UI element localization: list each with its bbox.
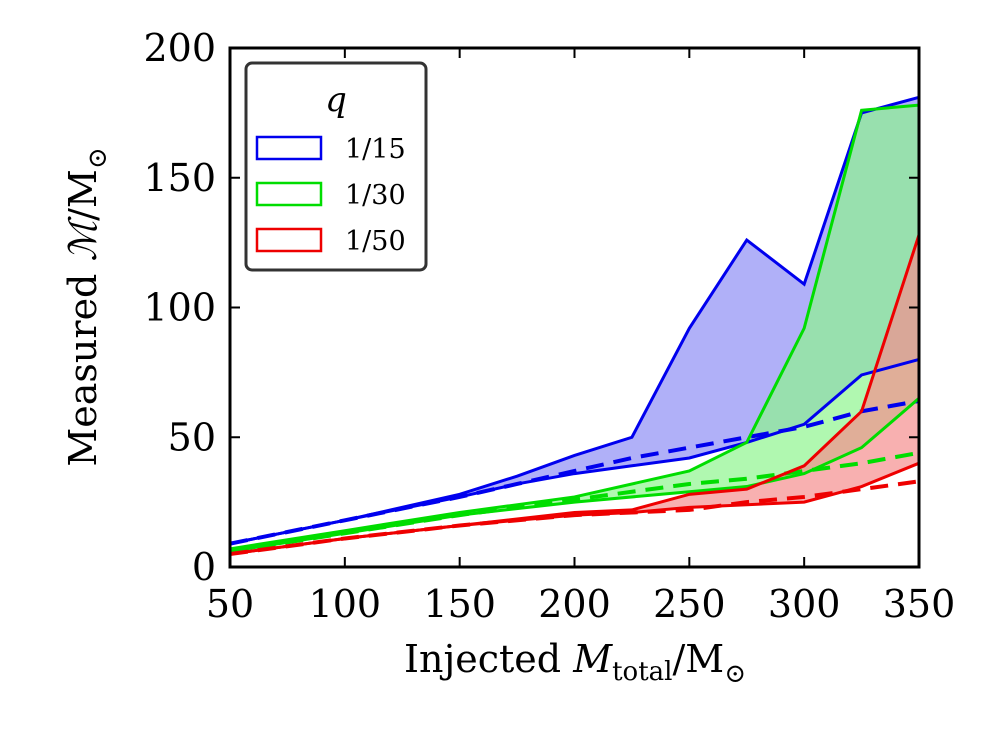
legend: q 1/15 1/30 1/50 [244,61,428,272]
series-0-median-line [230,398,919,546]
series-2-median-line [230,479,919,557]
x-tick-label: 150 [423,582,496,626]
series-1-upper-line [230,103,919,551]
y-axis-label-var: ℳ [61,216,105,262]
legend-title: q [325,80,347,120]
series-0-lower-line [230,357,919,546]
x-tick-label: 250 [653,582,726,626]
legend-swatch [255,227,323,253]
x-tick-label: 100 [309,582,382,626]
x-axis-label-unit-sub: ⊙ [724,659,746,689]
x-tick-label: 50 [206,582,254,626]
x-axis-label-unit: /M [672,637,724,681]
legend-label: 1/30 [345,180,406,211]
x-tick-label: 350 [883,582,956,626]
x-axis-label-var: M [572,637,613,681]
y-axis-label-prefix: Measured [61,262,105,467]
y-tick-label: 150 [143,156,216,200]
y-tick-label: 50 [168,415,216,459]
y-axis-label-unit: /M [61,169,105,221]
series-0-upper-line [230,95,919,546]
y-axis-label-unit-sub: ⊙ [83,147,113,169]
y-axis-label: Measured ℳ/M⊙ [61,147,113,466]
legend-box [244,61,428,272]
x-axis-label: Injected Mtotal/M⊙ [404,637,746,689]
series-0-band [230,97,919,544]
y-tick-label: 200 [143,26,216,70]
y-tick-label: 100 [143,286,216,330]
legend-label: 1/15 [345,134,406,165]
x-tick-label: 300 [768,582,841,626]
chart-areas [230,97,919,555]
legend-swatch [255,181,323,207]
y-tick-label: 0 [192,545,216,589]
legend-label: 1/50 [345,226,406,257]
x-axis-label-sub: total [612,657,672,687]
legend-items: 1/15 1/30 1/50 [255,134,406,257]
series-1-median-line [230,450,919,554]
chart-lines [230,95,919,557]
x-axis-label-prefix: Injected [404,637,573,681]
x-tick-label: 200 [538,582,611,626]
legend-swatch [255,135,323,161]
